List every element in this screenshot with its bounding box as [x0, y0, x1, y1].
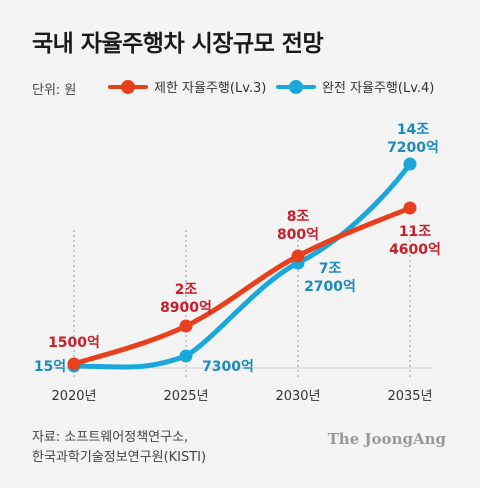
series-line-lv3	[71, 205, 413, 367]
legend-label-lv4: 완전 자율주행(Lv.4)	[322, 81, 435, 96]
data-point-lv3	[179, 319, 193, 333]
data-label-lv4: 7300억	[202, 359, 254, 375]
x-tick-label: 2030년	[275, 389, 320, 404]
source-line-1: 자료: 소프트웨어정책연구소,	[32, 430, 189, 445]
data-label-lv4: 15억	[34, 359, 66, 375]
legend-item-lv4: 완전 자율주행(Lv.4)	[276, 77, 434, 96]
data-point-lv3	[67, 357, 81, 371]
x-tick-label: 2020년	[51, 389, 96, 404]
data-label-lv3: 8900억	[160, 300, 212, 316]
x-tick-label: 2035년	[387, 389, 432, 404]
data-label-lv3: 11조	[399, 224, 431, 240]
data-point-lv3	[403, 201, 417, 215]
unit-label: 단위: 원	[32, 83, 77, 98]
data-point-lv4	[403, 157, 417, 171]
legend-item-lv3: 제한 자율주행(Lv.3)	[108, 77, 266, 96]
x-tick-label: 2025년	[163, 389, 208, 404]
data-label-lv3: 8조	[287, 209, 310, 225]
chart-title: 국내 자율주행차 시장규모 전망	[32, 31, 324, 57]
data-point-lv4	[179, 349, 193, 363]
data-label-lv3: 4600억	[389, 242, 441, 258]
brand-logo-text: The JoongAng	[327, 430, 446, 448]
data-label-lv4: 7조	[319, 261, 342, 277]
data-label-lv4: 14조	[397, 122, 429, 138]
data-label-lv4: 2700억	[304, 279, 356, 295]
legend-swatch-lv3	[108, 79, 148, 94]
series-line-lv4	[71, 161, 413, 370]
data-label-lv3: 800억	[277, 227, 319, 243]
data-label-lv4: 7200억	[387, 140, 439, 156]
data-point-lv3	[291, 249, 305, 263]
source-line-2: 한국과학기술정보연구원(KISTI)	[32, 450, 207, 465]
data-label-lv3: 2조	[175, 282, 198, 298]
data-label-lv3: 1500억	[48, 335, 100, 351]
legend-swatch-lv4	[276, 79, 316, 94]
source-note: 자료: 소프트웨어정책연구소, 한국과학기술정보연구원(KISTI)	[32, 428, 206, 468]
legend-label-lv3: 제한 자율주행(Lv.3)	[154, 81, 267, 96]
